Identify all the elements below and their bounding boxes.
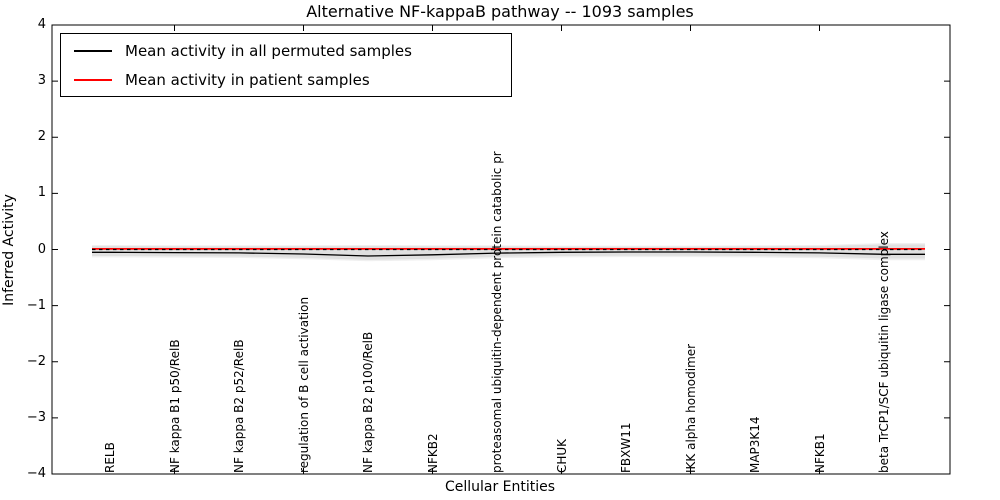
x-tick-label: regulation of B cell activation <box>296 296 311 473</box>
y-tick-label: −2 <box>26 353 46 369</box>
x-tick-label: CHUK <box>554 438 569 473</box>
x-tick-label: beta TrCP1/SCF ubiquitin ligase complex <box>877 231 891 473</box>
permuted-line-swatch <box>74 49 112 52</box>
y-tick-label: −1 <box>26 297 46 313</box>
y-tick-label: 3 <box>37 73 46 89</box>
y-tick-label: 1 <box>37 185 46 201</box>
y-tick-label: 2 <box>37 129 46 145</box>
legend-item-permuted: Mean activity in all permuted samples <box>74 40 511 62</box>
patient-line-swatch <box>74 78 112 81</box>
x-tick-label: NF kappa B1 p50/RelB <box>167 339 182 473</box>
y-tick-label: 4 <box>37 17 46 32</box>
x-tick-label: MAP3K14 <box>748 416 762 473</box>
x-tick-label: NFKB2 <box>425 433 440 473</box>
x-tick-label: IKK alpha homodimer <box>683 343 698 473</box>
legend-item-patient: Mean activity in patient samples <box>74 69 511 91</box>
legend-label-patient: Mean activity in patient samples <box>125 70 370 89</box>
x-tick-label: NFKB1 <box>812 433 827 473</box>
legend: Mean activity in all permuted samples Me… <box>60 33 512 97</box>
y-tick-label: −3 <box>26 409 46 425</box>
x-tick-label: NF kappa B2 p100/RelB <box>361 331 375 473</box>
legend-label-permuted: Mean activity in all permuted samples <box>125 41 412 60</box>
x-axis-title: Cellular Entities <box>444 479 556 495</box>
chart-title: Alternative NF-kappaB pathway -- 1093 sa… <box>306 2 694 21</box>
x-tick-label: RELB <box>103 442 117 473</box>
x-tick-label: FBXW11 <box>619 422 633 474</box>
y-tick-label: 0 <box>37 241 46 257</box>
x-tick-label: NF kappa B2 p52/RelB <box>232 339 246 473</box>
x-tick-label: proteasomal ubiquitin-dependent protein … <box>490 151 504 473</box>
permuted-mean-line <box>92 251 925 257</box>
y-tick-label: −4 <box>26 466 46 481</box>
